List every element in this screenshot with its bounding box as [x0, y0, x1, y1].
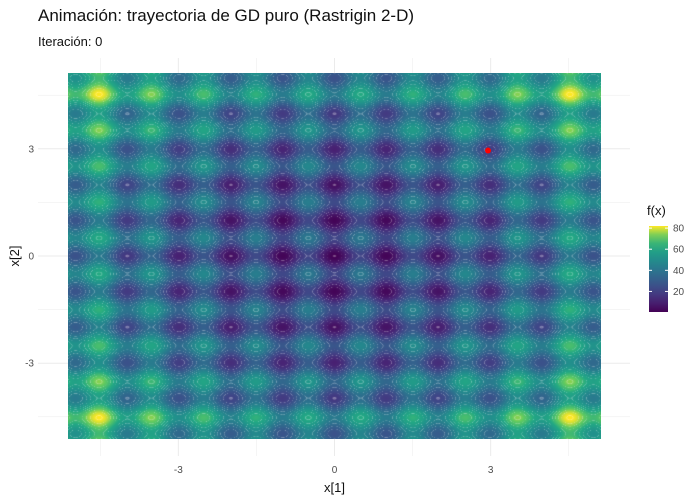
rastrigin-heatmap: [68, 73, 601, 439]
legend-tick-label: 40: [673, 266, 685, 277]
legend-title: f(x): [647, 203, 666, 218]
chart-title: Animación: trayectoria de GD puro (Rastr…: [38, 6, 415, 25]
current-point-marker: [485, 147, 492, 154]
y-tick-label: 3: [28, 144, 34, 155]
legend-ticks: 80 60 40 20: [649, 224, 685, 298]
colorbar-legend: f(x) 80 60 40 20: [647, 203, 685, 312]
y-tick-label: 0: [28, 252, 34, 263]
chart-subtitle: Iteración: 0: [38, 34, 103, 49]
x-tick-label: 3: [488, 465, 494, 476]
y-tick-label: -3: [25, 359, 34, 370]
x-tick-label: -3: [174, 465, 183, 476]
legend-colorbar: [649, 226, 668, 312]
axis-ticks: -3 0 3 3 0 -3: [25, 144, 494, 476]
x-tick-label: 0: [332, 465, 338, 476]
legend-tick-label: 20: [673, 287, 685, 298]
x-axis-title: x[1]: [324, 480, 345, 495]
legend-tick-label: 60: [673, 245, 685, 256]
y-axis-title: x[2]: [7, 246, 22, 267]
legend-tick-label: 80: [673, 224, 685, 235]
